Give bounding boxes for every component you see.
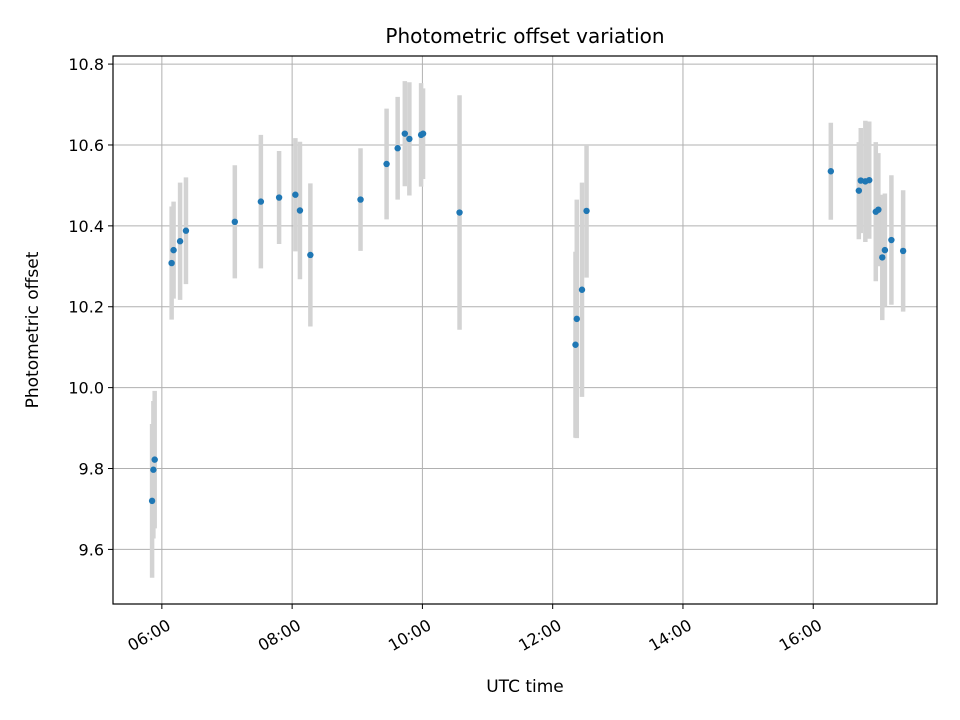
data-point xyxy=(573,315,580,323)
data-point xyxy=(168,259,175,267)
y-tick-label: 9.8 xyxy=(79,460,104,479)
y-tick-label: 10.0 xyxy=(68,379,104,398)
plot-frame xyxy=(112,55,938,605)
y-tick-label: 10.2 xyxy=(68,298,104,317)
data-point xyxy=(176,238,184,245)
data-point xyxy=(578,286,586,293)
y-tick-label: 10.6 xyxy=(68,136,104,155)
data-point xyxy=(231,218,239,226)
data-point xyxy=(292,191,299,198)
y-tick-label: 10.4 xyxy=(68,217,104,236)
x-axis-title: UTC time xyxy=(486,677,564,697)
data-point xyxy=(881,246,889,254)
data-point xyxy=(879,254,886,261)
data-point xyxy=(572,341,579,348)
data-point xyxy=(406,135,413,143)
data-point xyxy=(307,251,314,259)
data-point xyxy=(296,207,304,214)
data-point xyxy=(419,130,427,137)
data-point xyxy=(888,236,895,244)
data-point xyxy=(182,227,190,234)
data-point xyxy=(827,168,835,175)
y-axis-title: Photometric offset xyxy=(23,251,43,408)
data-point xyxy=(357,196,364,203)
data-point xyxy=(257,198,265,205)
data-point xyxy=(875,206,882,213)
y-axis-ticks: 9.6 9.8 10.0 10.2 10.4 10.6 10.8 xyxy=(68,55,113,559)
data-point xyxy=(401,130,409,137)
data-point xyxy=(170,246,177,254)
data-point xyxy=(383,160,390,168)
chart-title: Photometric offset variation xyxy=(385,24,664,48)
data-point xyxy=(394,145,401,152)
grid xyxy=(113,56,937,604)
data-point xyxy=(151,456,158,463)
y-tick-label: 10.8 xyxy=(68,55,104,74)
data-point xyxy=(583,207,590,215)
data-point xyxy=(275,194,283,201)
y-tick-label: 9.6 xyxy=(79,540,104,559)
data-point xyxy=(150,466,157,473)
data-point xyxy=(148,497,156,505)
data-point xyxy=(855,187,863,194)
data-point xyxy=(899,247,907,255)
data-point xyxy=(456,209,463,216)
data-point xyxy=(866,176,873,184)
data-points xyxy=(148,130,907,505)
